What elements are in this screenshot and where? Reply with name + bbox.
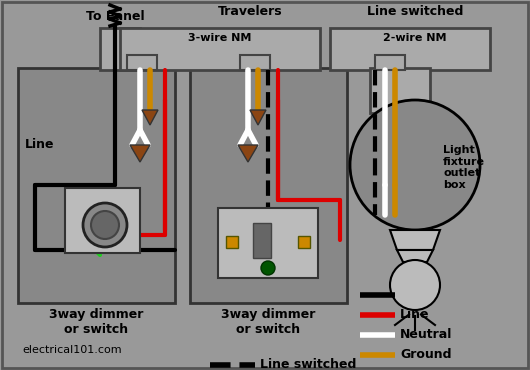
Bar <box>65 188 140 253</box>
Text: Line: Line <box>400 289 429 302</box>
Circle shape <box>350 100 480 230</box>
Bar <box>330 28 490 70</box>
Text: Line switched: Line switched <box>367 5 463 18</box>
Polygon shape <box>397 250 433 262</box>
Polygon shape <box>238 145 258 162</box>
Text: Line: Line <box>400 309 429 322</box>
Bar <box>370 68 430 113</box>
Bar <box>240 55 270 70</box>
Polygon shape <box>130 145 150 162</box>
Text: 3way dimmer
or switch: 3way dimmer or switch <box>221 308 315 336</box>
Text: 2-wire NM: 2-wire NM <box>383 33 447 43</box>
Bar <box>375 55 405 70</box>
Bar <box>298 236 310 248</box>
Bar <box>253 223 271 258</box>
Text: Line switched: Line switched <box>260 359 356 370</box>
Circle shape <box>261 261 275 275</box>
Polygon shape <box>142 110 158 125</box>
Circle shape <box>390 260 440 310</box>
Text: Line: Line <box>25 138 55 151</box>
Text: 3way dimmer
or switch: 3way dimmer or switch <box>49 308 143 336</box>
Bar <box>226 236 238 248</box>
Text: 3-wire NM: 3-wire NM <box>188 33 252 43</box>
Text: Light
fixture
outlet
box: Light fixture outlet box <box>443 145 485 190</box>
Bar <box>120 28 320 70</box>
Circle shape <box>91 211 119 239</box>
Polygon shape <box>250 110 266 125</box>
Bar <box>127 55 157 70</box>
Bar <box>190 68 347 303</box>
Text: Ground: Ground <box>400 349 452 361</box>
Polygon shape <box>390 230 440 250</box>
Text: Neutral: Neutral <box>400 329 453 342</box>
Text: Travelers: Travelers <box>218 5 282 18</box>
Circle shape <box>83 203 127 247</box>
Text: electrical101.com: electrical101.com <box>22 345 121 355</box>
Text: To Panel: To Panel <box>86 10 144 23</box>
Bar <box>18 68 175 303</box>
Bar <box>218 208 318 278</box>
Bar <box>100 28 140 70</box>
